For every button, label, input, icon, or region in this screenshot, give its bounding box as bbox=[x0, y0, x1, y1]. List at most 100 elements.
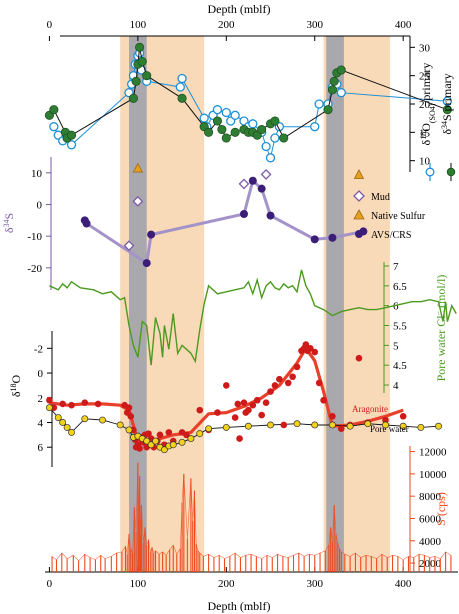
y-tick-label: 5.5 bbox=[393, 321, 407, 333]
aragonite-point bbox=[136, 445, 143, 452]
mud-point bbox=[132, 195, 144, 207]
aragonite-point bbox=[249, 401, 257, 409]
o18-point bbox=[66, 140, 77, 150]
porewater-point bbox=[169, 441, 177, 449]
porewater-point bbox=[68, 428, 75, 436]
aragonite-point bbox=[59, 400, 66, 408]
panel2-legend: Mud Native Sulfur AVS/CRS bbox=[353, 190, 426, 241]
legend-sulfur-label: Native Sulfur bbox=[371, 211, 426, 222]
top-axis-ticks: 0 100 200 300 400 bbox=[47, 19, 412, 41]
y-tick-label: 20 bbox=[419, 99, 431, 111]
top-axis-title: Depth (mblf) bbox=[208, 2, 271, 16]
legend-avs-label: AVS/CRS bbox=[371, 230, 411, 241]
aragonite-point bbox=[280, 421, 288, 429]
porewater-point bbox=[293, 420, 301, 428]
avs-crs-point bbox=[142, 259, 151, 268]
aragonite-point bbox=[307, 345, 314, 352]
panel1-ylabel-s34: δ34S primary bbox=[440, 73, 455, 134]
aragonite-point bbox=[302, 341, 310, 348]
porewater-point bbox=[59, 419, 67, 426]
porewater-point bbox=[116, 421, 124, 429]
top-tick-label: 0 bbox=[47, 19, 53, 31]
o18-point bbox=[177, 73, 187, 84]
y-tick-label: 5 bbox=[393, 340, 399, 352]
porewater-point bbox=[178, 438, 186, 446]
panel-delta18o: -2 0 2 4 6 δ18O Aragonite Pore water bbox=[9, 331, 442, 467]
y-tick-label: 12000 bbox=[419, 447, 447, 459]
o18-point bbox=[230, 110, 240, 120]
panel2-ylabel: δ34S bbox=[2, 213, 17, 233]
y-tick-label: 6 bbox=[393, 301, 399, 313]
top-tick-label: 300 bbox=[306, 19, 323, 31]
s34-point bbox=[230, 127, 240, 137]
avs-crs-point bbox=[310, 235, 319, 244]
aragonite-point bbox=[234, 400, 242, 408]
bottom-tick-label: 100 bbox=[130, 578, 147, 590]
aragonite-point bbox=[262, 399, 270, 407]
y-tick-label: 2 bbox=[38, 393, 44, 405]
y-tick-label: 6 bbox=[38, 442, 44, 454]
s34-point bbox=[128, 93, 138, 103]
legend-s34-marker bbox=[446, 167, 456, 177]
series-sulfur-cps bbox=[51, 462, 452, 572]
top-tick-label: 100 bbox=[130, 19, 147, 31]
aragonite-point bbox=[258, 411, 265, 419]
aragonite-point bbox=[46, 396, 53, 404]
aragonite-point bbox=[329, 413, 336, 420]
aragonite-point bbox=[267, 388, 274, 395]
aragonite-point bbox=[320, 396, 327, 404]
aragonite-point bbox=[289, 373, 296, 381]
o18-point bbox=[310, 122, 320, 132]
o18-point bbox=[175, 82, 185, 92]
avs-crs-point bbox=[257, 184, 266, 193]
porewater-label: Pore water bbox=[370, 424, 409, 434]
panel1-legend-symbols bbox=[425, 163, 456, 181]
porewater-point bbox=[399, 422, 407, 430]
porewater-point bbox=[222, 423, 230, 431]
porewater-point bbox=[152, 437, 159, 445]
aragonite-point bbox=[399, 413, 407, 420]
avs-crs-point bbox=[147, 230, 156, 239]
porewater-point bbox=[364, 420, 372, 428]
porewater-point bbox=[125, 426, 133, 434]
s34-point bbox=[221, 133, 231, 143]
s34-point bbox=[442, 105, 452, 115]
s34-point bbox=[131, 76, 141, 86]
porewater-point bbox=[244, 422, 252, 430]
aragonite-point bbox=[315, 379, 323, 387]
y-tick-label: 10 bbox=[31, 168, 43, 180]
panel2-y-ticks: -20 -10 0 10 bbox=[27, 168, 51, 275]
top-tick-label: 400 bbox=[395, 19, 412, 31]
y-tick-label: 4000 bbox=[419, 536, 442, 548]
o18-point bbox=[314, 99, 324, 109]
y-tick-label: 25 bbox=[419, 71, 431, 83]
aragonite-point bbox=[156, 431, 164, 439]
bottom-tick-label: 300 bbox=[306, 578, 323, 590]
aragonite-point bbox=[125, 404, 133, 411]
o18-point bbox=[49, 122, 59, 132]
avs-crs-point bbox=[239, 210, 248, 218]
porewater-point bbox=[143, 437, 151, 445]
aragonite-point bbox=[231, 414, 239, 421]
aragonite-point bbox=[214, 409, 221, 416]
panel1-ylabel-o18: δ18O(SO4) primary bbox=[419, 63, 437, 146]
s34-point bbox=[270, 116, 280, 126]
panel-pore-water-chloride: 4 4.5 5 5.5 6 6.5 7 Pore water Cl− (mol/l) bbox=[49, 261, 457, 393]
y-tick-label: 8000 bbox=[419, 491, 442, 503]
s34-point bbox=[142, 71, 152, 81]
y-tick-label: 6000 bbox=[419, 513, 442, 525]
series-delta34s-primary bbox=[44, 42, 452, 143]
sulfur-trace bbox=[51, 462, 452, 562]
porewater-point bbox=[187, 435, 195, 443]
bottom-tick-label: 400 bbox=[395, 578, 412, 590]
legend-o18-marker bbox=[425, 167, 435, 177]
porewater-point bbox=[160, 446, 168, 454]
aragonite-point bbox=[127, 413, 135, 420]
gray-band bbox=[326, 36, 344, 572]
s34-point bbox=[336, 65, 346, 75]
panel-delta34s-sulfides: -20 -10 0 10 δ34S Mud Native Sulfur AVS/CRS bbox=[2, 157, 426, 290]
y-tick-label: 4.5 bbox=[393, 360, 407, 372]
s34-point bbox=[135, 42, 145, 52]
porewater-point bbox=[435, 422, 442, 430]
